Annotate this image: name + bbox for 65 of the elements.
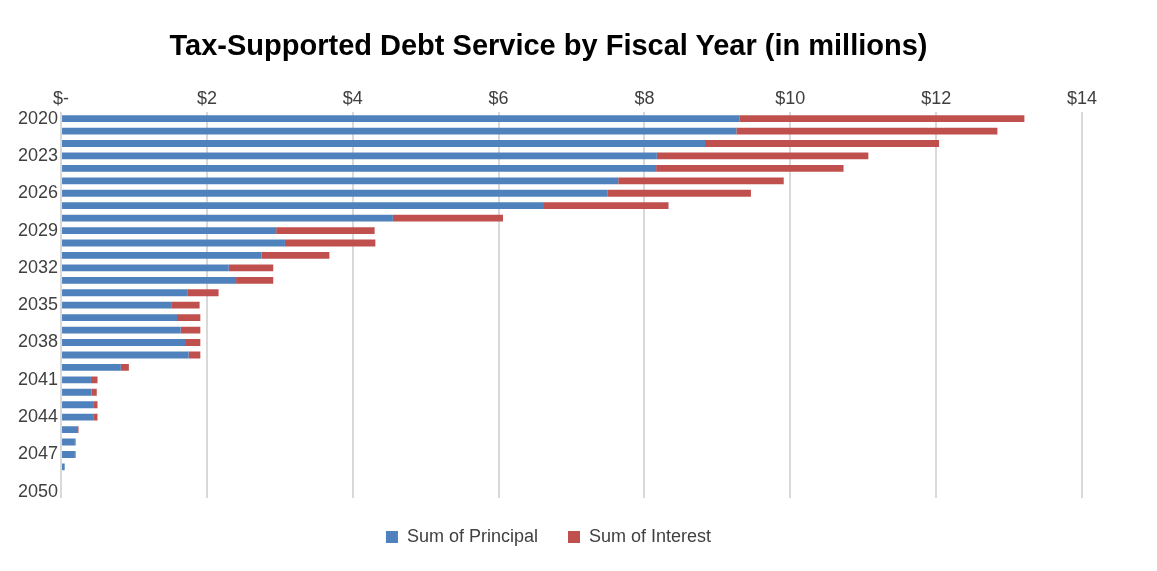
- x-tick-label: $12: [921, 87, 952, 108]
- bar: [185, 339, 201, 346]
- bar: [62, 227, 277, 234]
- y-tick-label: 2035: [18, 294, 59, 315]
- bar: [62, 202, 544, 210]
- bar: [91, 388, 97, 396]
- bar: [171, 301, 200, 309]
- bar: [93, 401, 98, 409]
- x-tick-label: $14: [1066, 87, 1098, 108]
- x-tick-label: $6: [488, 87, 509, 108]
- bar: [543, 202, 669, 210]
- legend-label: Sum of Principal: [406, 525, 539, 546]
- bar: [618, 177, 784, 185]
- bar: [62, 289, 188, 297]
- y-tick-label: 2020: [18, 107, 59, 128]
- bar: [62, 413, 94, 421]
- y-tick-label: 2044: [18, 406, 59, 427]
- bar: [62, 376, 91, 384]
- y-tick-label: 2041: [18, 368, 59, 389]
- bar: [62, 214, 393, 222]
- bar: [62, 252, 262, 259]
- bar: [607, 189, 751, 197]
- y-tick-label: 2032: [18, 256, 59, 277]
- x-tick-label: $4: [342, 87, 363, 108]
- bar: [62, 463, 65, 471]
- y-tick-label: 2047: [18, 443, 59, 464]
- x-tick-label: $2: [196, 87, 217, 108]
- bar: [62, 177, 619, 185]
- bar: [62, 451, 75, 458]
- x-tick-label: $8: [634, 87, 655, 108]
- bar: [62, 189, 608, 197]
- bar: [656, 164, 844, 172]
- bar: [62, 401, 94, 409]
- bar: [62, 314, 177, 322]
- bar: [93, 413, 98, 421]
- bar: [228, 264, 274, 272]
- y-tick-label: 2026: [18, 182, 59, 203]
- bar: [62, 164, 657, 172]
- y-tick-label: 2023: [18, 144, 59, 165]
- y-tick-label: 2050: [18, 480, 59, 501]
- bar: [90, 376, 98, 384]
- bar: [62, 339, 186, 346]
- bar: [62, 426, 78, 434]
- chart-title: Tax-Supported Debt Service by Fiscal Year (in millions): [169, 29, 928, 62]
- bar: [739, 115, 1025, 123]
- bar: [62, 363, 121, 371]
- bar: [392, 214, 503, 222]
- bar: [276, 227, 375, 234]
- bar: [62, 115, 740, 123]
- y-tick-label: 2038: [18, 331, 59, 352]
- bar: [120, 363, 129, 371]
- x-tick-label: $-: [53, 87, 70, 108]
- bar: [62, 301, 172, 309]
- bar: [177, 314, 201, 322]
- bar: [704, 140, 940, 147]
- bar: [62, 264, 229, 272]
- y-tick-label: 2029: [18, 219, 59, 240]
- x-tick-label: $10: [775, 87, 806, 108]
- bar: [62, 276, 237, 284]
- bar: [62, 140, 705, 147]
- legend-label: Sum of Interest: [589, 525, 712, 546]
- bar: [261, 252, 330, 259]
- bar: [187, 289, 219, 297]
- bar: [236, 276, 274, 284]
- bar: [62, 388, 92, 396]
